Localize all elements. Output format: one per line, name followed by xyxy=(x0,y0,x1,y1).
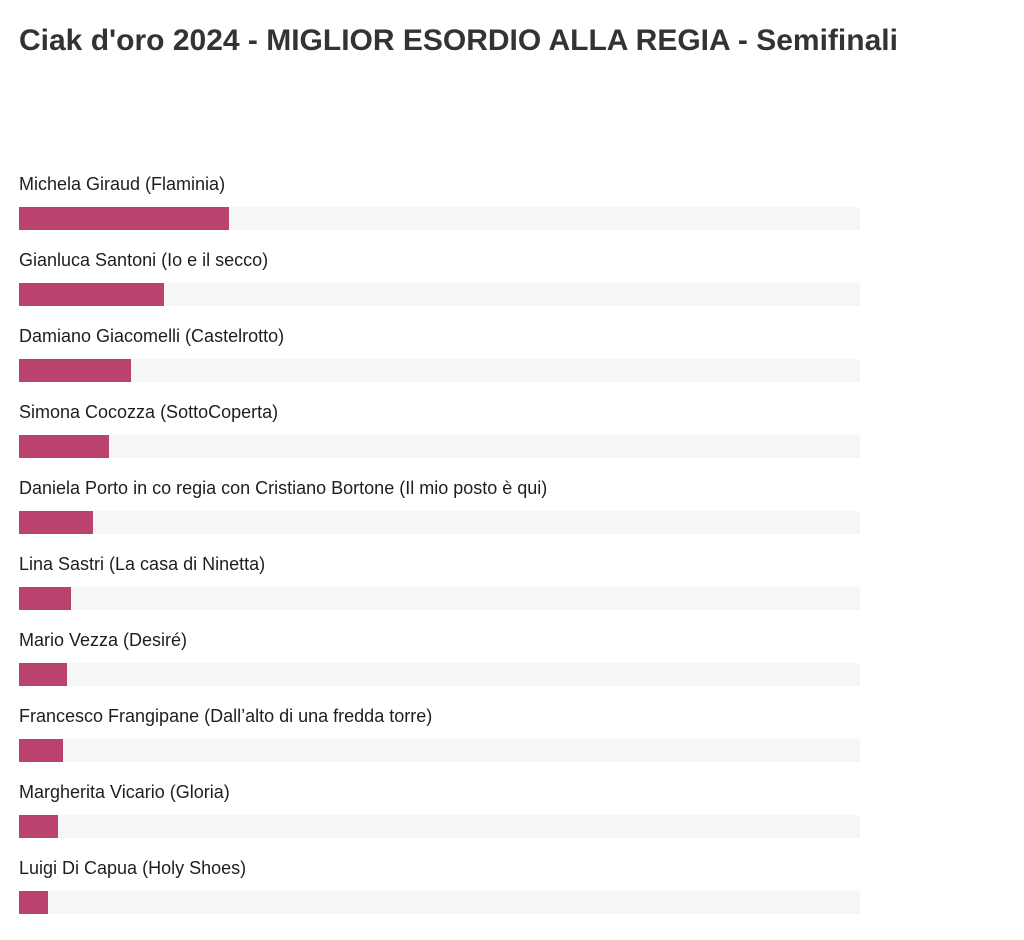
poll-option: Michela Giraud (Flaminia) xyxy=(19,172,860,248)
poll-bar xyxy=(19,815,58,838)
poll-option-label: Lina Sastri (La casa di Ninetta) xyxy=(19,554,266,574)
page-title: Ciak d'oro 2024 - MIGLIOR ESORDIO ALLA R… xyxy=(19,24,898,57)
poll-option: Luigi Di Capua (Holy Shoes) xyxy=(19,856,860,932)
poll-bar-track xyxy=(19,207,860,230)
poll-bar xyxy=(19,663,67,686)
poll-option: Daniela Porto in co regia con Cristiano … xyxy=(19,476,860,552)
poll-bar-track xyxy=(19,435,860,458)
poll-bar-track xyxy=(19,511,860,534)
poll-bar xyxy=(19,435,109,458)
poll-option-label: Margherita Vicario (Gloria) xyxy=(19,782,230,802)
poll-option-label: Gianluca Santoni (Io e il secco) xyxy=(19,250,269,270)
poll-bar xyxy=(19,587,71,610)
poll-option-label: Damiano Giacomelli (Castelrotto) xyxy=(19,326,285,346)
poll-bar-track xyxy=(19,359,860,382)
poll-bar-track xyxy=(19,739,860,762)
poll-bar xyxy=(19,891,48,914)
poll-bar xyxy=(19,207,229,230)
poll-option-label: Simona Cocozza (SottoCoperta) xyxy=(19,402,279,422)
poll-option-label: Michela Giraud (Flaminia) xyxy=(19,174,226,194)
poll-option-label: Mario Vezza (Desiré) xyxy=(19,630,188,650)
poll-bar-track xyxy=(19,815,860,838)
poll-bar-track xyxy=(19,283,860,306)
poll-option: Simona Cocozza (SottoCoperta) xyxy=(19,400,860,476)
poll-option-label: Daniela Porto in co regia con Cristiano … xyxy=(19,478,548,498)
poll-bar xyxy=(19,283,164,306)
poll-option: Mario Vezza (Desiré) xyxy=(19,628,860,704)
poll-bar-track xyxy=(19,891,860,914)
poll-option: Lina Sastri (La casa di Ninetta) xyxy=(19,552,860,628)
poll-option: Margherita Vicario (Gloria) xyxy=(19,780,860,856)
poll-bar-track xyxy=(19,663,860,686)
poll-option: Francesco Frangipane (Dall’alto di una f… xyxy=(19,704,860,780)
poll-bar xyxy=(19,739,63,762)
poll-results: Michela Giraud (Flaminia) Gianluca Santon… xyxy=(19,172,860,932)
poll-bar xyxy=(19,511,93,534)
poll-option: Gianluca Santoni (Io e il secco) xyxy=(19,248,860,324)
poll-option-label: Francesco Frangipane (Dall’alto di una f… xyxy=(19,706,433,726)
poll-option-label: Luigi Di Capua (Holy Shoes) xyxy=(19,858,247,878)
poll-bar xyxy=(19,359,131,382)
poll-bar-track xyxy=(19,587,860,610)
poll-option: Damiano Giacomelli (Castelrotto) xyxy=(19,324,860,400)
